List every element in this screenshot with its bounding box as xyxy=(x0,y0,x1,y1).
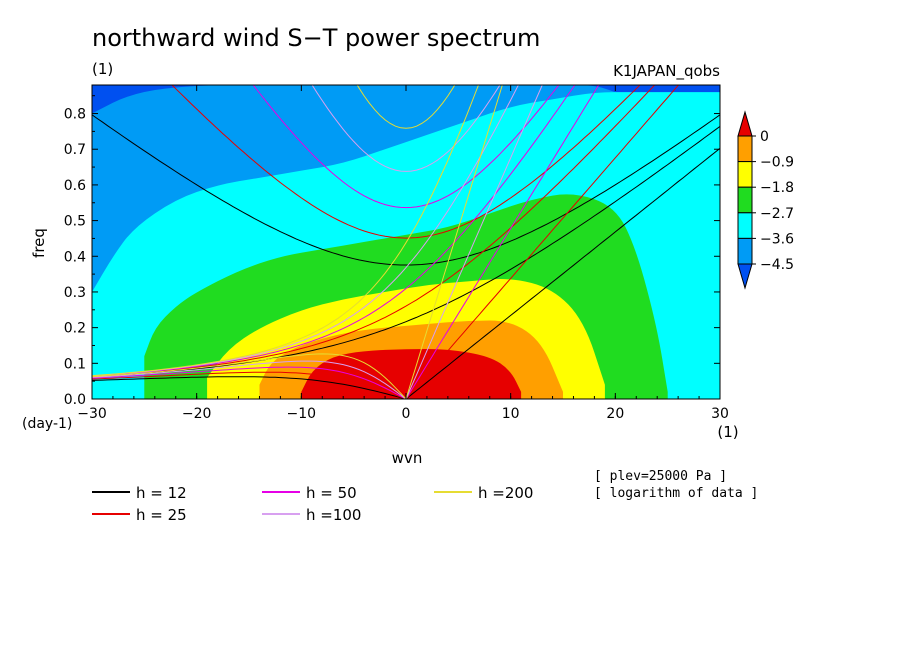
rossby-curve-h50 xyxy=(92,366,407,399)
colorbar-segment xyxy=(737,212,753,239)
colorbar-segment xyxy=(737,161,753,188)
y-tick-label: 0.2 xyxy=(64,321,86,337)
plot-area xyxy=(92,85,720,399)
y-tick-label: 0.8 xyxy=(64,107,86,123)
colorbar-segment xyxy=(737,237,753,265)
colorbar-top-arrow xyxy=(737,110,753,137)
x-tick-label: 0 xyxy=(402,406,411,422)
kelvin-curve-h100 xyxy=(405,85,543,399)
x-tick-label: 10 xyxy=(502,406,520,422)
ig-curve-h50 xyxy=(252,85,560,209)
legend-label: h = 50 xyxy=(306,484,357,502)
kelvin-curve-h200 xyxy=(405,85,503,399)
chart-subtitle-left: (1) xyxy=(92,60,113,78)
legend: h = 12 h = 25 h = 50 h =100 h =200 xyxy=(92,484,533,524)
x-tick-label: −30 xyxy=(77,406,107,422)
ig-curve-h25 xyxy=(171,85,641,239)
colorbar-segment xyxy=(737,135,753,163)
legend-label: h =200 xyxy=(478,484,533,502)
axis-ticks: −30 −20 −10 0 10 20 30 0.0 0.1 0.2 0.3 0.4 0.5 0.6 0.7… xyxy=(64,85,729,422)
colorbar-label: −2.7 xyxy=(760,206,794,222)
rossby-curve-h12 xyxy=(92,376,407,399)
y-tick-label: 0.5 xyxy=(64,214,86,230)
mrg-curve-h100 xyxy=(92,85,519,377)
colorbar-label: −3.6 xyxy=(760,231,794,247)
y-axis-unit: (day-1) xyxy=(22,416,72,432)
ig-curve-h200 xyxy=(356,85,456,129)
rossby-curve-h25 xyxy=(92,371,407,399)
x-tick-label: 30 xyxy=(711,406,729,422)
chart-subtitle-right: K1JAPAN_qobs xyxy=(613,62,720,81)
ig-curve-h100 xyxy=(311,85,501,172)
y-tick-label: 0.3 xyxy=(64,285,86,301)
y-tick-label: 0.6 xyxy=(64,178,86,194)
mrg-curve-h50 xyxy=(92,85,576,377)
colorbar-label: −4.5 xyxy=(760,257,794,273)
legend-label: h =100 xyxy=(306,506,361,524)
kelvin-curve-h50 xyxy=(405,85,600,399)
rossby-curve-h100 xyxy=(92,360,407,399)
colorbar-segment xyxy=(737,186,753,214)
colorbar-label: −0.9 xyxy=(760,155,794,171)
y-tick-label: 0.7 xyxy=(64,142,86,158)
x-axis-label: wvn xyxy=(392,449,423,467)
y-tick-label: 0.1 xyxy=(64,356,86,372)
x-tick-label: 20 xyxy=(606,406,624,422)
mrg-curve-h200 xyxy=(92,85,480,377)
annotation-log: [ logarithm of data ] xyxy=(594,486,758,501)
y-tick-label: 0.0 xyxy=(64,392,86,408)
colorbar-label: 0 xyxy=(760,129,769,145)
rossby-curve-h200 xyxy=(92,353,407,399)
y-axis-label: freq xyxy=(30,228,48,258)
legend-label: h = 25 xyxy=(136,506,187,524)
ig-curve-h12 xyxy=(92,114,720,266)
y-tick-label: 0.4 xyxy=(64,249,86,265)
colorbar-bottom-arrow xyxy=(737,263,753,290)
colorbar: 0 −0.9 −1.8 −2.7 −3.6 −4.5 xyxy=(737,110,794,290)
x-tick-label: −10 xyxy=(287,406,317,422)
mrg-curve-h12 xyxy=(92,125,720,378)
legend-label: h = 12 xyxy=(136,484,187,502)
x-tick-label: −20 xyxy=(182,406,212,422)
dispersion-curves xyxy=(92,85,720,399)
x-axis-unit: (1) xyxy=(717,423,738,441)
colorbar-label: −1.8 xyxy=(760,180,794,196)
kelvin-curve-h25 xyxy=(405,85,680,399)
annotation-plev: [ plev=25000 Pa ] xyxy=(594,469,727,484)
chart-title: northward wind S−T power spectrum xyxy=(92,24,540,52)
kelvin-curve-h12 xyxy=(405,147,720,399)
mrg-curve-h25 xyxy=(92,85,656,377)
